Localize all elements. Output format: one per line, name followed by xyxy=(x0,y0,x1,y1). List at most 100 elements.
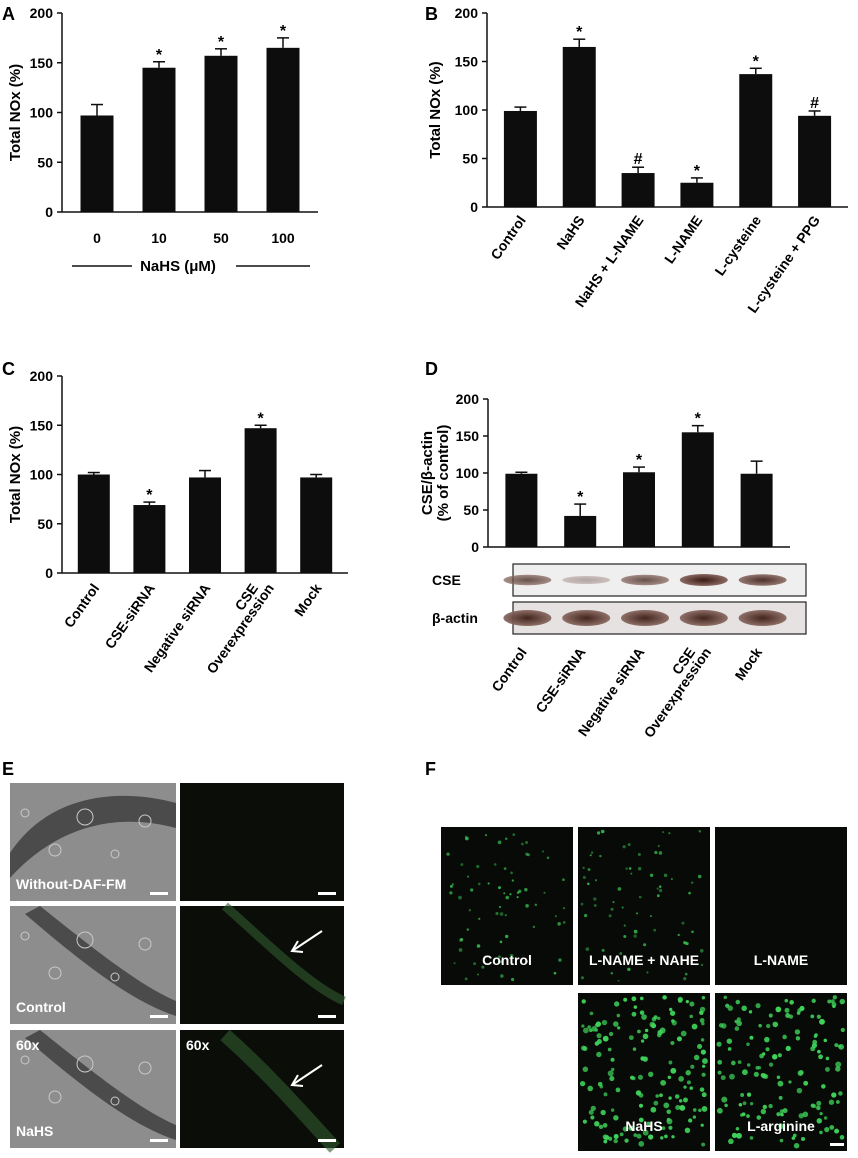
nucleus-spot xyxy=(792,1133,797,1138)
nucleus-spot xyxy=(721,1096,728,1103)
nucleus-spot xyxy=(760,1108,767,1115)
nucleus-spot xyxy=(819,1112,823,1116)
panel-label-e: E xyxy=(2,759,14,779)
nucleus-spot xyxy=(612,901,615,904)
nucleus-spot xyxy=(819,1018,825,1025)
nucleus-spot xyxy=(821,1084,826,1089)
fluorescence-tile xyxy=(441,827,573,985)
nucleus-spot xyxy=(633,934,637,938)
nucleus-spot xyxy=(521,842,524,846)
chart-b-ytick-label: 200 xyxy=(455,5,479,21)
nucleus-spot xyxy=(655,1094,659,1098)
nucleus-spot xyxy=(607,1070,614,1077)
chart-a-category-label: 10 xyxy=(151,230,167,246)
chart-c-bar xyxy=(300,477,333,573)
nucleus-spot xyxy=(636,1133,642,1139)
nucleus-spot xyxy=(697,874,702,879)
scale-bar xyxy=(830,1143,844,1146)
nucleus-spot xyxy=(717,1059,723,1065)
nucleus-spot xyxy=(691,1023,698,1030)
nucleus-spot xyxy=(449,891,453,895)
nucleus-spot xyxy=(831,1092,837,1098)
nucleus-spot xyxy=(835,1061,842,1068)
nucleus-spot xyxy=(829,1125,835,1130)
chart-c-category-label: Control xyxy=(61,581,103,631)
nucleus-spot xyxy=(511,977,515,982)
nucleus-spot xyxy=(681,921,685,925)
chart-b-ytick-label: 50 xyxy=(462,151,478,167)
nucleus-spot xyxy=(690,881,694,884)
vessel-wall xyxy=(25,1030,176,1140)
nucleus-spot xyxy=(481,965,485,969)
nucleus-spot xyxy=(776,1112,781,1117)
blot-band xyxy=(621,574,669,586)
chart-c: 0 50 100 150 200 Total NOx (%) Control * CSE-siR… xyxy=(7,368,348,676)
chart-c-significance-mark: * xyxy=(257,410,264,427)
panel-e-microscopy: Without-DAF-FM Control NaHS 60x 60x xyxy=(10,783,346,1153)
nucleus-spot xyxy=(596,831,601,835)
nucleus-spot xyxy=(580,976,585,980)
nucleus-spot xyxy=(662,831,665,834)
nucleus-spot xyxy=(637,1074,643,1080)
panel-label-d: D xyxy=(425,359,438,379)
nucleus-spot xyxy=(716,1107,723,1114)
nucleus-spot xyxy=(453,962,456,965)
nucleus-spot xyxy=(636,959,640,962)
nucleus-spot xyxy=(683,976,687,981)
nucleus-spot xyxy=(832,995,838,1000)
nucleus-spot xyxy=(768,1013,773,1018)
blot-band xyxy=(738,574,787,586)
nucleus-spot xyxy=(676,1036,682,1042)
nucleus-spot xyxy=(583,1027,589,1034)
chart-d-significance-mark: * xyxy=(695,411,702,428)
nucleus-spot xyxy=(697,1043,703,1050)
nucleus-spot xyxy=(799,1005,805,1011)
nucleus-spot xyxy=(525,960,529,963)
nucleus-spot xyxy=(775,1006,782,1013)
nucleus-spot xyxy=(644,1028,649,1033)
nucleus-spot xyxy=(596,1039,602,1045)
nucleus-spot xyxy=(685,1070,691,1076)
chart-c-ytick-label: 150 xyxy=(30,417,54,433)
nucleus-spot xyxy=(477,973,480,976)
nucleus-spot xyxy=(600,1109,606,1116)
nucleus-spot xyxy=(562,878,565,882)
scale-bar xyxy=(150,892,168,895)
nucleus-spot xyxy=(558,958,562,962)
nucleus-spot xyxy=(777,1080,784,1087)
nucleus-spot xyxy=(631,1011,637,1017)
nucleus-spot xyxy=(816,1100,822,1106)
nucleus-spot xyxy=(617,979,620,982)
nucleus-spot xyxy=(831,1002,837,1007)
nucleus-spot xyxy=(735,1133,740,1137)
nucleus-spot xyxy=(554,915,557,918)
nucleus-spot xyxy=(659,1027,666,1034)
nucleus-spot xyxy=(816,1118,823,1124)
nucleus-spot xyxy=(728,1138,734,1145)
bubble xyxy=(20,931,30,941)
nucleus-spot xyxy=(782,1108,788,1114)
chart-a-ytick-label: 100 xyxy=(30,105,54,121)
nucleus-spot xyxy=(598,1124,604,1130)
nucleus-spot xyxy=(654,850,658,855)
nucleus-spot xyxy=(505,837,508,841)
nucleus-spot xyxy=(749,1101,754,1106)
nucleus-spot xyxy=(798,1113,804,1119)
nucleus-spot xyxy=(789,1000,794,1005)
chart-a-ylabel: Total NOx (%) xyxy=(7,64,24,161)
chart-c-category-label: Mock xyxy=(291,580,325,619)
nucleus-spot xyxy=(666,1117,671,1122)
tile-label: L-NAME + NAHE xyxy=(589,952,699,968)
nucleus-spot xyxy=(623,997,628,1002)
nucleus-spot xyxy=(737,1060,742,1065)
nucleus-spot xyxy=(780,1112,784,1117)
nucleus-spot xyxy=(616,1013,621,1018)
nucleus-spot xyxy=(460,863,464,866)
brightfield-label: Without-DAF-FM xyxy=(16,876,126,892)
nucleus-spot xyxy=(782,1034,787,1040)
nucleus-spot xyxy=(735,999,741,1005)
nucleus-spot xyxy=(611,1067,615,1072)
nucleus-spot xyxy=(668,1060,673,1065)
nucleus-spot xyxy=(771,1054,778,1060)
